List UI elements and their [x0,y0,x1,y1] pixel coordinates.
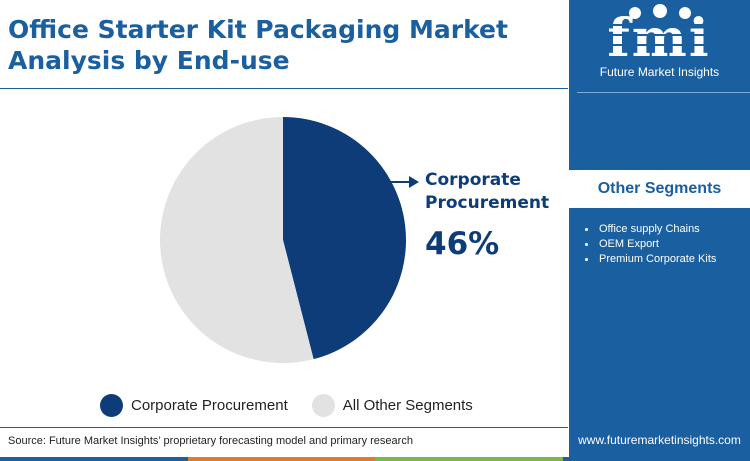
list-item: Premium Corporate Kits [583,252,716,267]
callout-value: 46% [425,226,500,262]
pie-slice-corporate-procurement [283,117,407,360]
strip-segment [562,457,750,461]
legend-label: Corporate Procurement [131,397,288,414]
fmi-logo: fmi [599,4,721,69]
strip-segment [187,457,375,461]
legend: Corporate Procurement All Other Segments [100,394,497,417]
logo-stripe [599,24,721,26]
globe-icon [679,7,691,19]
globe-icon [629,7,641,19]
strip-segment [375,457,563,461]
logo-stripe [599,44,721,46]
pie-chart [160,117,419,363]
logo-letters: fmi [607,8,710,69]
pie-slices [160,117,407,363]
other-segments-heading: Other Segments [569,170,750,208]
pie-slice-all-other-segments [160,117,314,363]
footer-divider [0,427,568,428]
legend-item-corporate-procurement: Corporate Procurement [100,394,288,417]
source-note: Source: Future Market Insights’ propriet… [8,435,413,447]
website-link[interactable]: www.futuremarketinsights.com [578,433,741,447]
legend-item-all-other-segments: All Other Segments [311,394,473,417]
legend-swatch-corporate-procurement [100,394,123,417]
sidebar: fmi Future Market Insights Other Segment… [569,0,750,457]
callout-label: Corporate Procurement [425,170,550,213]
sidebar-divider [577,92,750,93]
other-segments-list: Office supply Chains OEM Export Premium … [583,222,716,267]
title-divider [0,88,568,89]
bottom-color-strip [0,457,750,461]
globe-icon [653,4,667,18]
strip-segment [0,457,188,461]
list-item: OEM Export [583,237,716,252]
chart-title: Office Starter Kit Packaging Market Anal… [8,15,508,75]
callout-arrow-head [409,176,419,188]
logo-text: Future Market Insights [599,65,720,79]
logo-stripe [599,34,721,36]
list-item: Office supply Chains [583,222,716,237]
legend-label: All Other Segments [342,397,473,414]
legend-swatch-all-other-segments [311,394,335,417]
